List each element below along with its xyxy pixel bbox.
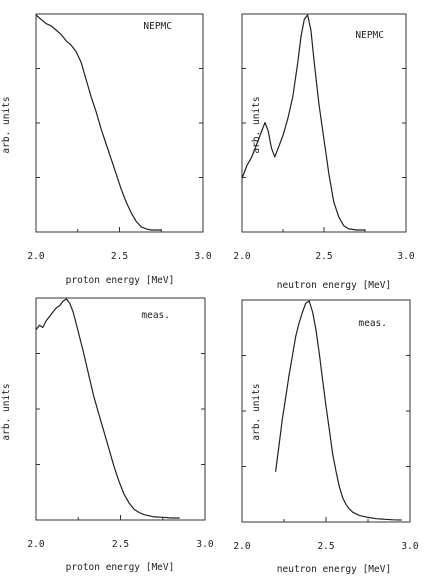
- x-tick-label: 3.0: [196, 539, 213, 550]
- x-tick-label: 2.5: [315, 251, 332, 262]
- x-axis-label: neutron energy [MeV]: [277, 280, 391, 291]
- panel-annotation: NEPMC: [143, 21, 172, 32]
- x-tick-label: 2.0: [27, 251, 44, 262]
- chart-panel-3: 2.0 2.5 3.0 proton energy [MeV] arb. units me…: [1, 297, 214, 573]
- chart-panel-1: 2.0 2.5 3.0 proton energy [MeV] arb. units NE…: [1, 13, 212, 286]
- x-tick-label: 2.5: [112, 539, 129, 550]
- series-line: [275, 300, 402, 521]
- plot-frame: [241, 13, 407, 233]
- x-tick-label: 2.0: [233, 541, 250, 552]
- series-line: [35, 298, 180, 519]
- panel-annotation: NEPMC: [355, 30, 384, 41]
- panel-annotation: meas.: [358, 318, 387, 329]
- y-axis-label: arb. units: [1, 96, 12, 153]
- y-axis-label: arb. units: [1, 383, 12, 440]
- series-line: [241, 14, 365, 231]
- x-tick-label: 2.5: [317, 541, 334, 552]
- panel-annotation: meas.: [141, 310, 170, 321]
- y-axis-label: arb. units: [251, 383, 262, 440]
- x-tick-label: 3.0: [397, 251, 414, 262]
- x-axis-label: neutron energy [MeV]: [277, 564, 391, 575]
- plot-frame: [241, 299, 411, 523]
- series-line: [35, 14, 162, 231]
- x-axis-label: proton energy [MeV]: [66, 562, 175, 573]
- x-tick-label: 2.5: [111, 251, 128, 262]
- x-axis-label: proton energy [MeV]: [66, 275, 175, 286]
- chart-panel-4: 2.0 2.5 3.0 neutron energy [MeV] arb. units m…: [233, 299, 419, 575]
- x-tick-label: 2.0: [27, 539, 44, 550]
- x-tick-label: 3.0: [194, 251, 211, 262]
- x-tick-label: 2.0: [233, 251, 250, 262]
- plot-frame: [35, 13, 204, 233]
- chart-panel-2: 2.0 2.5 3.0 neutron energy [MeV] arb. units N…: [233, 13, 415, 291]
- x-tick-label: 3.0: [401, 541, 418, 552]
- y-axis-label: arb. units: [251, 96, 262, 153]
